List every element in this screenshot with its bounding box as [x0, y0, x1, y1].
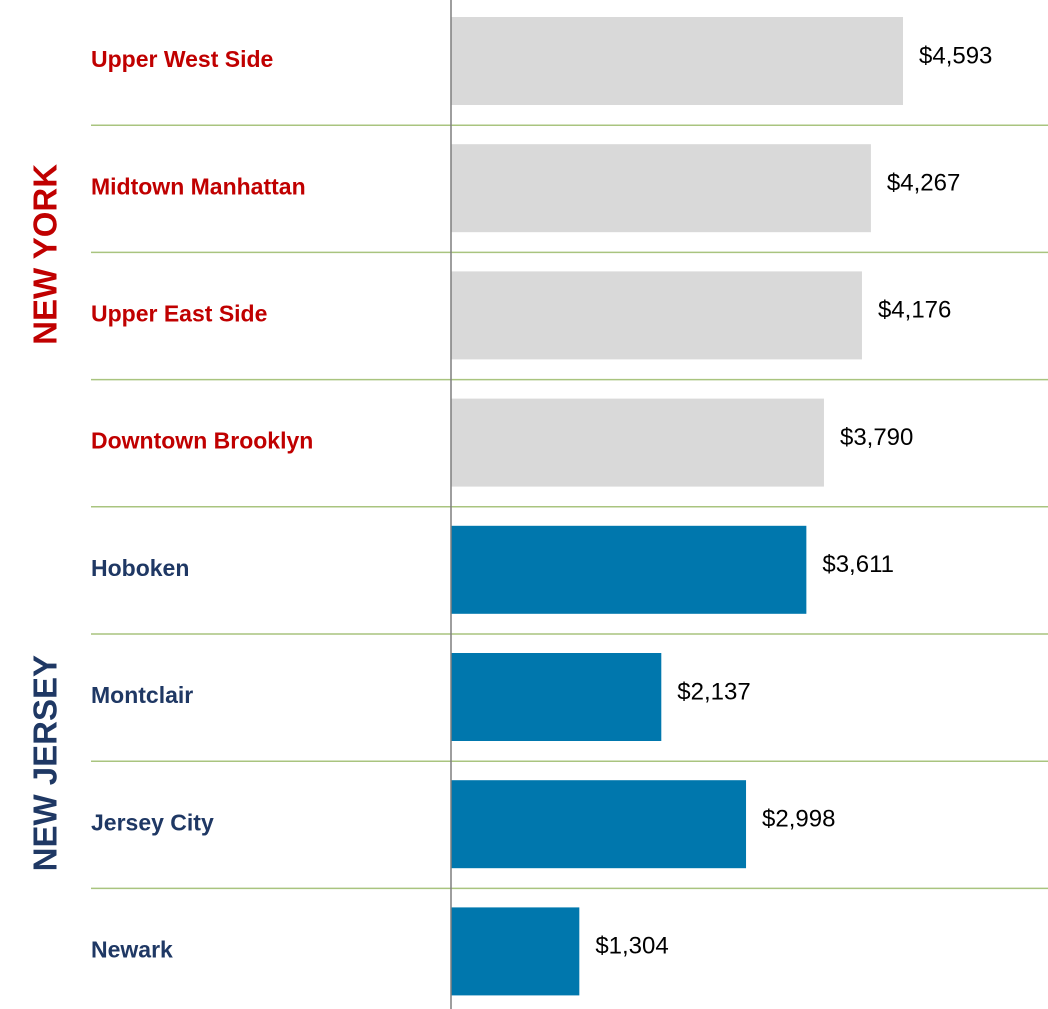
value-label: $1,304: [595, 933, 668, 960]
category-label: Midtown Manhattan: [91, 173, 306, 199]
category-label: Upper East Side: [91, 300, 267, 326]
value-label: $4,593: [919, 42, 992, 69]
category-label: Jersey City: [91, 809, 214, 835]
bar: [451, 398, 824, 487]
bar: [451, 653, 662, 741]
value-label: $4,176: [878, 297, 951, 324]
bar: [451, 144, 871, 233]
group-label: NEW YORK: [27, 164, 64, 345]
category-label: Downtown Brooklyn: [91, 428, 313, 454]
value-label: $2,137: [677, 678, 750, 705]
bar: [451, 525, 807, 614]
bar: [451, 907, 580, 996]
category-label: Upper West Side: [91, 46, 273, 72]
category-label: Montclair: [91, 682, 193, 708]
value-label: $3,790: [840, 424, 913, 451]
bar: [451, 780, 747, 869]
category-label: Newark: [91, 936, 173, 962]
value-label: $2,998: [762, 806, 835, 833]
bar: [451, 271, 862, 360]
group-label: NEW JERSEY: [27, 655, 64, 871]
value-label: $3,611: [822, 551, 894, 578]
value-label: $4,267: [887, 170, 960, 197]
bar: [451, 17, 903, 105]
category-label: Hoboken: [91, 555, 189, 581]
